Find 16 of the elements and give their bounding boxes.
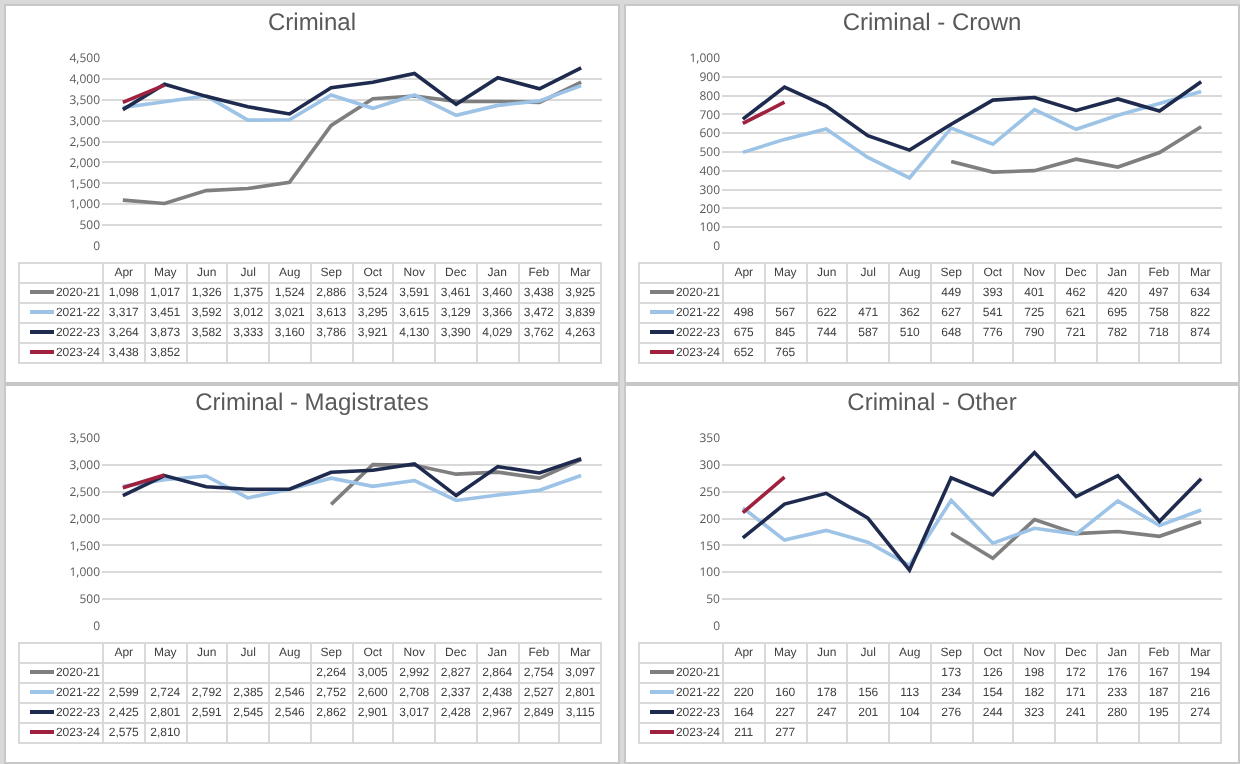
line-series [121,80,583,206]
line-series [121,473,583,503]
line-series [741,498,1203,568]
line-series [121,83,583,122]
chart-title: Criminal - Other [847,388,1017,417]
chart-title: Criminal - Crown [842,8,1022,37]
line-series [741,450,1203,572]
line-series [329,457,583,507]
line-series [121,456,583,498]
chart-title: Criminal [267,8,357,37]
line-series [949,125,1203,174]
line-series [741,89,1203,180]
line-series [741,79,1203,152]
line-series [949,517,1203,561]
chart-title: Criminal - Magistrates [195,388,429,417]
line-series [121,66,583,116]
